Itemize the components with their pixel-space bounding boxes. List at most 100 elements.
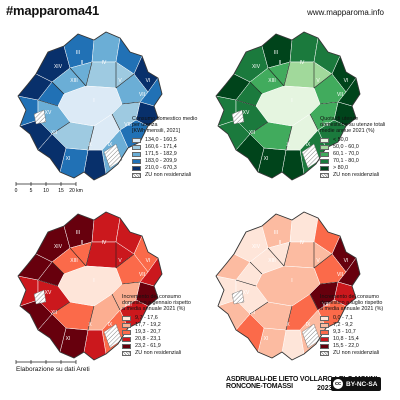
legend-label: 15,5 - 22,0 bbox=[333, 343, 359, 349]
municipio-label: X bbox=[286, 322, 290, 328]
municipio-label: X bbox=[88, 322, 92, 328]
municipio-label: II bbox=[81, 60, 84, 66]
legend-swatch bbox=[132, 137, 141, 143]
legend-swatch bbox=[320, 315, 329, 321]
municipio-label: XII bbox=[249, 130, 255, 136]
legend-swatch bbox=[320, 329, 329, 335]
municipio-label: I bbox=[291, 278, 292, 284]
legend-title: Incremento del consumo domestico a lugli… bbox=[320, 294, 384, 313]
legend-hatch-swatch bbox=[122, 350, 131, 356]
city-boundary bbox=[215, 31, 361, 181]
legend-january: Incremento del consumo domestico a genna… bbox=[122, 294, 191, 357]
map-panel-july: XIV XV I XIII XII XI X IX VIII VII VI V IV III II Incr… bbox=[200, 198, 396, 378]
municipio-border bbox=[87, 305, 95, 331]
legend-swatch bbox=[122, 329, 131, 335]
legend-consumption: Consumo domestico medio per utenza [KWh … bbox=[132, 116, 197, 179]
legend-swatch bbox=[320, 151, 329, 157]
legend-label: 17,7 - 19,2 bbox=[135, 322, 161, 328]
legend-row: 10,8 - 15,4 bbox=[320, 336, 383, 343]
municipio-label: I bbox=[93, 98, 94, 104]
municipio-label: VIII bbox=[322, 302, 330, 308]
legend-title: Consumo domestico medio per utenza [KWh … bbox=[132, 116, 198, 135]
municipio-label: XI bbox=[66, 336, 71, 342]
municipio-label: VII bbox=[337, 272, 343, 278]
municipio-label: VII bbox=[337, 92, 343, 98]
legend-swatch bbox=[132, 165, 141, 171]
municipio-border bbox=[111, 293, 121, 311]
municipio-border bbox=[69, 247, 87, 267]
legend-row: ZU non residenziali bbox=[320, 172, 385, 179]
municipio-label: VII bbox=[139, 272, 145, 278]
nonres-zone bbox=[231, 289, 245, 305]
legend-swatch bbox=[320, 165, 329, 171]
legend-label: 7,2 - 9,2 bbox=[333, 322, 353, 328]
municipio-border bbox=[313, 73, 333, 89]
municipio-label: V bbox=[316, 78, 320, 84]
legend-row: 183,0 - 209,9 bbox=[132, 158, 197, 165]
legend-label: 9,3 - 10,7 bbox=[333, 329, 356, 335]
legend-label: 10,8 - 15,4 bbox=[333, 336, 359, 342]
municipio-label: XV bbox=[45, 290, 52, 296]
municipio-label: XIII bbox=[268, 78, 276, 84]
municipio-label: XIII bbox=[70, 258, 78, 264]
cc-icon: cc bbox=[333, 379, 343, 389]
municipio-label: IX bbox=[108, 322, 113, 328]
municipio-label: V bbox=[118, 78, 122, 84]
legend-row: 23,2 - 61,9 bbox=[122, 343, 191, 350]
legend-label: 50,0 - 60,0 bbox=[333, 144, 359, 150]
municipio-border bbox=[319, 281, 339, 285]
site-url[interactable]: www.mapparoma.info bbox=[307, 8, 384, 17]
nonres-zone bbox=[231, 109, 245, 125]
municipio-label: X bbox=[88, 142, 92, 148]
legend-label: ZU non residenziali bbox=[135, 350, 182, 356]
municipio-border bbox=[249, 261, 263, 275]
municipio-border bbox=[87, 125, 95, 151]
legend-title: Quota di utenze domestiche su utenze tot… bbox=[320, 116, 386, 135]
map-panel-share: XIV XV I XIII XII XI X IX VIII VII VI V IV III II Quot… bbox=[200, 18, 396, 198]
scale-bar-line bbox=[15, 182, 77, 186]
municipio-label: XII bbox=[51, 310, 57, 316]
legend-row: 60,1 - 70,0 bbox=[320, 151, 385, 158]
municipio-label: VIII bbox=[124, 122, 132, 128]
municipio-label: IV bbox=[102, 60, 107, 66]
legend-hatch-swatch bbox=[320, 172, 329, 178]
license-badge[interactable]: cc BY-NC-SA bbox=[331, 377, 381, 391]
municipio-border bbox=[37, 279, 59, 287]
municipio-label: V bbox=[118, 258, 122, 264]
legend-swatch bbox=[132, 151, 141, 157]
legend-swatch bbox=[132, 144, 141, 150]
legend-label: ZU non residenziali bbox=[333, 350, 380, 356]
map-panel-consumption: XIV XV I XIII XII XI X IX VIII VII VI V IV III II Cons… bbox=[2, 18, 198, 198]
municipio-label: XI bbox=[264, 336, 269, 342]
legend-label: 160,6 - 171,4 bbox=[145, 144, 177, 150]
scale-tick-label: 0 bbox=[15, 188, 18, 194]
legend-swatch bbox=[320, 343, 329, 349]
municipio-label: VI bbox=[344, 78, 349, 84]
nonres-zone bbox=[33, 109, 47, 125]
legend-row: < 50,0 bbox=[320, 137, 385, 144]
legend-row: 171,5 - 182,9 bbox=[132, 151, 197, 158]
legend-row: > 80,0 bbox=[320, 165, 385, 172]
legend-row: 20,8 - 23,1 bbox=[122, 336, 191, 343]
legend-swatch bbox=[320, 336, 329, 342]
legend-swatch bbox=[320, 144, 329, 150]
municipio-label: VIII bbox=[322, 122, 330, 128]
municipio-label: IV bbox=[102, 240, 107, 246]
author-credits: ASDRUBALI-DE LIETO VOLLARO-LELO-MONNI-RO… bbox=[226, 376, 380, 390]
scale-tick-label: 5 bbox=[30, 188, 33, 194]
municipio-border bbox=[285, 305, 293, 331]
municipio-label: XV bbox=[243, 110, 250, 116]
legend-hatch-swatch bbox=[320, 350, 329, 356]
municipio-label: XIII bbox=[70, 78, 78, 84]
municipio-border bbox=[85, 241, 93, 267]
municipio-border bbox=[283, 241, 291, 267]
legend-label: < 50,0 bbox=[333, 137, 349, 143]
municipio-label: XII bbox=[51, 130, 57, 136]
municipio-border bbox=[309, 293, 319, 311]
municipio-label: XIV bbox=[54, 244, 63, 250]
municipio-label: XIII bbox=[268, 258, 276, 264]
municipio-border bbox=[37, 99, 59, 107]
